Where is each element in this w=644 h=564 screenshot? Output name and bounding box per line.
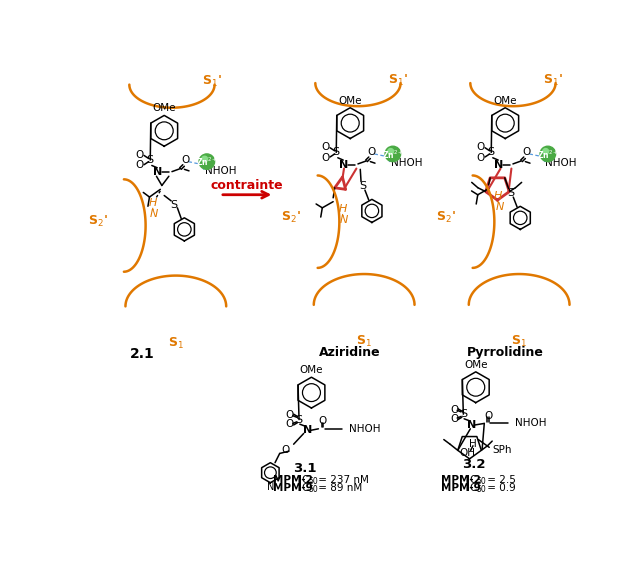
Text: S: S bbox=[333, 147, 340, 157]
Text: N: N bbox=[303, 425, 312, 435]
Text: O: O bbox=[321, 153, 330, 163]
Text: 50: 50 bbox=[308, 485, 318, 494]
Text: H: H bbox=[494, 191, 502, 201]
Text: H: H bbox=[338, 204, 346, 214]
Text: MPM-2: MPM-2 bbox=[441, 475, 481, 484]
Text: Pyrrolidine: Pyrrolidine bbox=[467, 346, 544, 359]
Text: IC: IC bbox=[468, 475, 478, 484]
Text: O: O bbox=[321, 142, 330, 152]
Text: Aziridine: Aziridine bbox=[319, 346, 381, 359]
Text: NHOH: NHOH bbox=[390, 158, 422, 168]
Text: = 237 nM: = 237 nM bbox=[316, 475, 369, 484]
Text: S$_2$': S$_2$' bbox=[281, 210, 301, 226]
Text: NHOH: NHOH bbox=[348, 424, 380, 434]
Text: O: O bbox=[484, 411, 492, 421]
Text: SPh: SPh bbox=[493, 446, 512, 455]
Text: MPM-9: MPM-9 bbox=[441, 483, 480, 493]
Circle shape bbox=[199, 154, 214, 169]
Text: O: O bbox=[182, 155, 190, 165]
Text: OH: OH bbox=[460, 448, 475, 459]
Text: 3.2: 3.2 bbox=[462, 459, 486, 472]
Text: S: S bbox=[171, 200, 178, 210]
Text: H: H bbox=[148, 198, 156, 208]
Text: MPM-2: MPM-2 bbox=[272, 475, 312, 484]
Text: O: O bbox=[368, 147, 376, 157]
Text: = 89 nM: = 89 nM bbox=[316, 483, 363, 493]
Text: O: O bbox=[477, 153, 484, 163]
Text: N: N bbox=[495, 160, 504, 170]
Text: O: O bbox=[450, 404, 458, 415]
Circle shape bbox=[385, 146, 401, 162]
Circle shape bbox=[543, 148, 549, 155]
Text: OMe: OMe bbox=[299, 365, 323, 375]
Text: IC: IC bbox=[299, 475, 309, 484]
Text: O: O bbox=[286, 419, 294, 429]
Text: NHOH: NHOH bbox=[515, 418, 546, 429]
Text: contrainte: contrainte bbox=[211, 179, 283, 192]
Circle shape bbox=[388, 148, 393, 155]
Text: = 0.9: = 0.9 bbox=[484, 483, 515, 493]
Text: S$_1$': S$_1$' bbox=[544, 72, 563, 87]
Text: S$_1$': S$_1$' bbox=[388, 72, 408, 87]
Text: H: H bbox=[469, 439, 477, 450]
Text: S$_1$: S$_1$ bbox=[168, 336, 184, 351]
Text: OMe: OMe bbox=[493, 96, 517, 106]
Text: NHOH: NHOH bbox=[545, 158, 577, 168]
Text: 50: 50 bbox=[477, 485, 486, 494]
Text: OMe: OMe bbox=[464, 360, 488, 370]
Circle shape bbox=[540, 146, 556, 162]
Text: N: N bbox=[495, 202, 504, 212]
Text: S: S bbox=[460, 409, 467, 419]
Text: Zn$^{2+}$: Zn$^{2+}$ bbox=[196, 156, 218, 168]
Text: S$_1$: S$_1$ bbox=[356, 333, 372, 349]
Text: O: O bbox=[318, 416, 327, 426]
Text: O: O bbox=[281, 444, 290, 455]
Text: N: N bbox=[468, 420, 477, 430]
Text: S: S bbox=[507, 188, 515, 198]
Text: S$_1$': S$_1$' bbox=[202, 74, 222, 89]
Text: O: O bbox=[450, 414, 458, 424]
Text: NHOH: NHOH bbox=[205, 166, 236, 176]
Text: Zn$^{2+}$: Zn$^{2+}$ bbox=[382, 148, 404, 161]
Text: OMe: OMe bbox=[339, 96, 362, 106]
Text: N: N bbox=[153, 168, 163, 178]
Text: S: S bbox=[147, 155, 154, 165]
Text: OMe: OMe bbox=[153, 103, 176, 113]
Text: N: N bbox=[340, 215, 348, 225]
Text: MPM-9: MPM-9 bbox=[272, 483, 312, 493]
Text: = 2.5: = 2.5 bbox=[484, 475, 515, 484]
Text: S$_2$': S$_2$' bbox=[88, 214, 108, 229]
Text: O: O bbox=[523, 147, 531, 157]
Text: 50: 50 bbox=[308, 477, 318, 486]
Text: 3.1: 3.1 bbox=[294, 461, 317, 474]
Text: O: O bbox=[135, 161, 144, 170]
Circle shape bbox=[202, 156, 207, 162]
Text: S$_2$': S$_2$' bbox=[437, 210, 456, 226]
Text: Zn$^{2+}$: Zn$^{2+}$ bbox=[537, 148, 558, 161]
Text: S$_1$: S$_1$ bbox=[511, 333, 527, 349]
Text: S: S bbox=[488, 147, 495, 157]
Text: IC: IC bbox=[299, 483, 309, 493]
Text: S: S bbox=[296, 415, 303, 425]
Text: O: O bbox=[135, 149, 144, 160]
Text: O: O bbox=[286, 410, 294, 420]
Text: IC: IC bbox=[468, 483, 478, 493]
Text: N: N bbox=[267, 482, 274, 492]
Text: 50: 50 bbox=[477, 477, 486, 486]
Text: N: N bbox=[150, 209, 158, 219]
Text: 2.1: 2.1 bbox=[130, 347, 155, 361]
Text: N: N bbox=[339, 160, 348, 170]
Text: S: S bbox=[359, 181, 366, 191]
Text: O: O bbox=[477, 142, 484, 152]
